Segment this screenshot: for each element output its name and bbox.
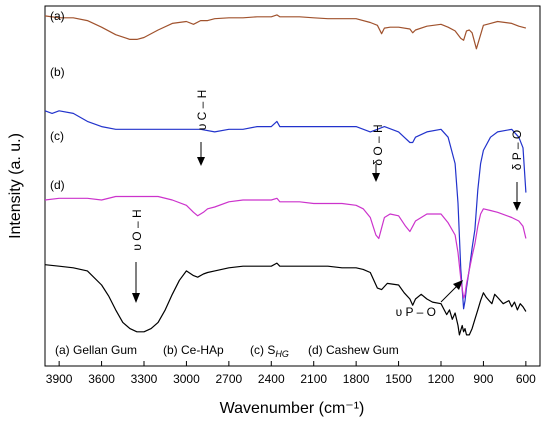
- series-b-line: [44, 110, 527, 310]
- annotation-p-o-bend-label: δ P – O: [510, 130, 524, 170]
- x-tick-label: 2100: [300, 372, 327, 386]
- annotation-p-o-stretch-arrowhead: [453, 280, 463, 290]
- annotation-c-h-label: υ C – H: [195, 90, 209, 131]
- x-tick-label: 1200: [428, 372, 455, 386]
- plot-frame: [44, 5, 541, 367]
- legend-text-c-sub: HG: [275, 349, 289, 359]
- annotation-p-o-stretch: υ P – O: [396, 280, 463, 319]
- annotation-o-h-stretch: υ O – H: [130, 209, 144, 303]
- annotation-o-h-bend-arrowhead: [372, 173, 380, 182]
- series-layer: [44, 14, 527, 336]
- x-tick-label: 2400: [258, 372, 285, 386]
- series-a-line: [44, 14, 527, 50]
- x-tick-label: 3300: [131, 372, 158, 386]
- legend-text-c-prefix: (c) S: [250, 343, 275, 357]
- series-c-line: [44, 195, 527, 299]
- x-tick-label: 3600: [88, 372, 115, 386]
- x-axis-title: Wavenumber (cm⁻¹): [220, 400, 365, 417]
- annotation-p-o-bend: δ P – O: [510, 130, 524, 211]
- annotation-c-h: υ C – H: [195, 90, 209, 166]
- x-tick-label: 900: [473, 372, 493, 386]
- annotation-p-o-stretch-label: υ P – O: [396, 305, 436, 319]
- panel-label-d: (d): [50, 178, 65, 192]
- annotation-p-o-bend-arrowhead: [513, 202, 521, 211]
- legend-text-b: (b) Ce-HAp: [163, 343, 224, 357]
- legend-text-c: (c) SHG: [250, 343, 289, 359]
- annotation-o-h-bend-label: δ O – H: [371, 124, 385, 165]
- panel-label-a: (a): [50, 9, 65, 23]
- x-tick-label: 1500: [385, 372, 412, 386]
- legend-text-d: (d) Cashew Gum: [308, 343, 399, 357]
- legend-text-a: (a) Gellan Gum: [55, 343, 137, 357]
- x-axis-ticks: 3900 3600 3300 3000 2700 2400 2100 1800 1500 1200…: [46, 361, 536, 386]
- x-tick-label: 600: [516, 372, 536, 386]
- y-axis-title: Intensity (a. u.): [7, 133, 24, 239]
- annotation-o-h-stretch-label: υ O – H: [130, 209, 144, 250]
- annotation-c-h-arrowhead: [197, 157, 205, 166]
- series-d-line: [44, 262, 527, 336]
- x-tick-label: 1800: [343, 372, 370, 386]
- x-tick-label: 3900: [46, 372, 73, 386]
- panel-label-c: (c): [50, 129, 64, 143]
- x-tick-label: 2700: [216, 372, 243, 386]
- annotation-o-h-bend: δ O – H: [371, 124, 385, 182]
- x-tick-label: 3000: [173, 372, 200, 386]
- annotation-o-h-stretch-arrowhead: [132, 293, 140, 303]
- panel-label-b: (b): [50, 65, 65, 79]
